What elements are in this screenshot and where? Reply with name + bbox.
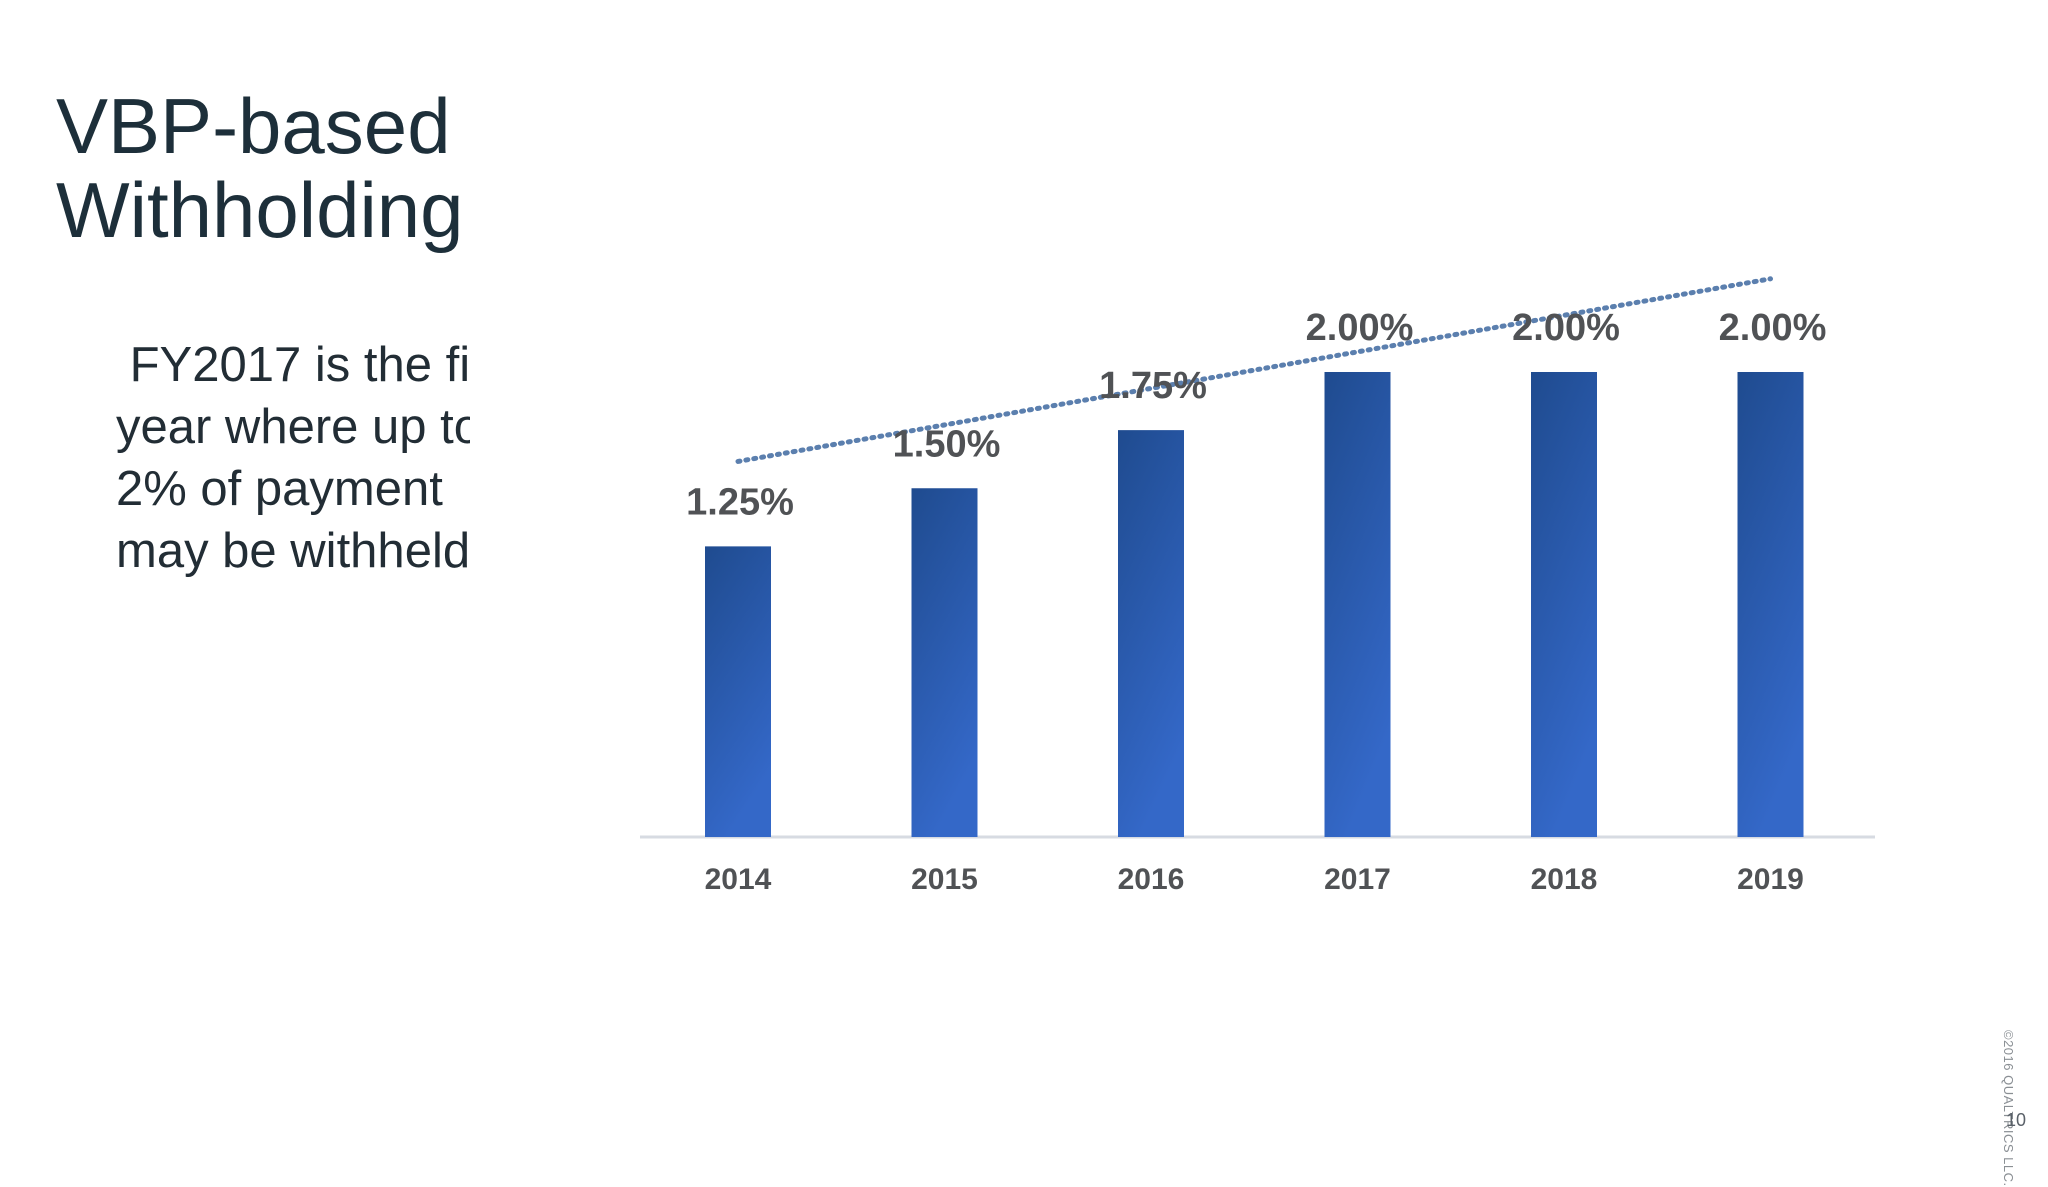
x-tick-label-2016: 2016	[1118, 863, 1185, 896]
bar-2019	[1737, 372, 1804, 837]
copyright-text: ©2016 QUALTRICS LLC.	[2001, 1030, 2016, 1187]
data-label-2017: 2.00%	[1306, 307, 1414, 349]
x-tick-label-2017: 2017	[1324, 863, 1391, 896]
page-number: 10	[2005, 1110, 2026, 1130]
x-tick-label-2014: 2014	[705, 863, 772, 896]
bar-2016	[1118, 430, 1184, 837]
value-labels-group: 1.25% 1.50% 1.75% 2.00% 2.00% 2.00%	[686, 307, 1826, 523]
bar-chart: 1.25% 1.50% 1.75% 2.00% 2.00% 2.00% 2014 2015 2…	[470, 240, 1890, 940]
slide-title: VBP-based Withholding	[56, 82, 464, 254]
bars-group	[705, 372, 1804, 837]
x-tick-label-2019: 2019	[1737, 863, 1804, 896]
data-label-2014: 1.25%	[686, 481, 794, 523]
bar-2017	[1324, 372, 1391, 837]
chart-svg: 1.25%1.50%1.75%2.00% 2.00% 2.00% 2014 2015 2…	[640, 276, 1875, 896]
bar-2018	[1531, 372, 1597, 837]
bar-2014	[705, 546, 771, 837]
x-tick-label-2018: 2018	[1531, 863, 1598, 896]
data-label-2018: 2.00%	[1512, 307, 1620, 349]
data-label-2015: 1.50%	[893, 423, 1001, 465]
x-tick-label-2015: 2015	[911, 863, 978, 896]
data-label-2016: 1.75%	[1099, 365, 1207, 407]
data-label-2019: 2.00%	[1719, 307, 1827, 349]
trend-line	[735, 276, 1773, 464]
bar-2015	[911, 488, 978, 837]
x-tick-labels-group: 2014 2015 2016 2017 2018 2019	[705, 863, 1804, 896]
